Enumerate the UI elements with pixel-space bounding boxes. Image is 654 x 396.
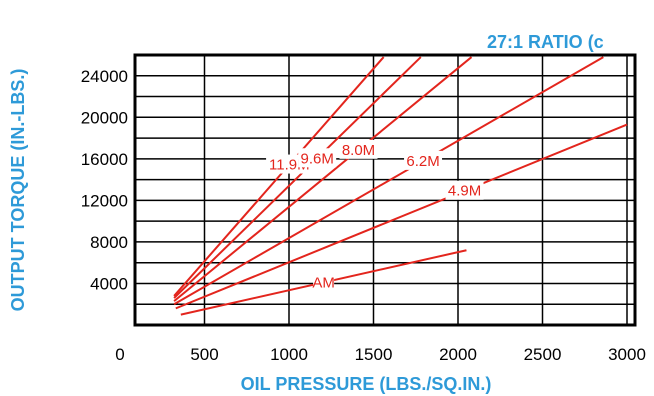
series-lines <box>173 56 628 316</box>
series-label-bg <box>313 272 335 292</box>
chart-title: 27:1 RATIO (c <box>487 32 604 52</box>
series-line-9-6m <box>173 56 422 299</box>
y-tick-labels: 4000 8000 12000 16000 20000 24000 <box>81 67 128 294</box>
series-line-4-9m <box>175 123 628 310</box>
series-line-6-2m <box>173 56 604 306</box>
series-label-am: AM <box>312 274 335 291</box>
y-tick-label: 16000 <box>81 150 128 169</box>
x-tick-label: 2000 <box>439 345 477 364</box>
x-tick-label: 3000 <box>608 345 646 364</box>
grid-layer <box>135 55 635 325</box>
series-label-bg <box>445 180 484 200</box>
y-axis-title: OUTPUT TORQUE (IN.-LBS.) <box>8 69 28 312</box>
plot-frame <box>133 53 637 327</box>
x-tick-label: 2500 <box>524 345 562 364</box>
series-label-9-6m: 9.6M <box>301 150 334 167</box>
series-line-11-9m <box>173 56 385 297</box>
series-line-8-0m <box>173 56 473 302</box>
series-label-8-0m: 8.0M <box>342 142 375 159</box>
y-tick-label: 20000 <box>81 108 128 127</box>
y-tick-label: 4000 <box>90 274 128 293</box>
x-tick-label: 1000 <box>270 345 308 364</box>
series-label-bg <box>298 148 337 168</box>
x-tick-label: 0 <box>115 345 124 364</box>
x-axis-title: OIL PRESSURE (LBS./SQ.IN.) <box>241 374 492 394</box>
x-tick-label: 500 <box>190 345 218 364</box>
series-label-4-9m: 4.9M <box>448 183 481 200</box>
series-label-6-2m: 6.2M <box>406 153 439 170</box>
y-tick-label: 8000 <box>90 233 128 252</box>
y-tick-label: 12000 <box>81 191 128 210</box>
x-tick-labels: 0 500 1000 1500 2000 2500 3000 <box>115 345 646 364</box>
series-label-bg <box>404 150 443 170</box>
x-tick-label: 1500 <box>355 345 393 364</box>
series-label-bg <box>339 139 378 159</box>
y-tick-label: 24000 <box>81 67 128 86</box>
